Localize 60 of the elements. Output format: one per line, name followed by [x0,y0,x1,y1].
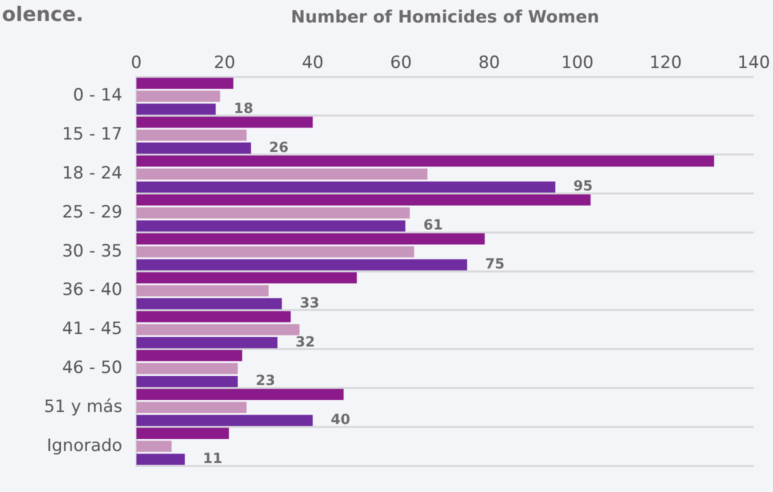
data-label: 18 [234,100,254,117]
bar [136,324,300,336]
data-label: 33 [300,295,320,312]
text: olence. [2,2,84,26]
bar [136,207,410,219]
bar [136,376,238,388]
bar [136,272,357,284]
bar [136,168,428,180]
bar [136,311,291,322]
data-label: 26 [269,140,288,156]
bar [136,388,344,400]
bar [136,285,269,296]
x-tick-label: 40 [302,53,324,74]
bar [136,298,282,310]
y-tick-label: 46 - 50 [62,358,122,378]
data-label: 23 [256,373,276,390]
bar [136,337,278,348]
bar [136,402,247,414]
y-tick-label: 25 - 29 [62,202,122,222]
bar [136,90,220,102]
bar [136,220,406,232]
data-label: 11 [202,450,222,467]
x-tick-label: 100 [561,53,594,74]
data-label: 32 [295,334,315,350]
x-tick-label: 0 [130,53,142,74]
data-label: 40 [330,412,350,428]
bar [136,181,556,193]
x-tick-label: 120 [649,53,682,74]
y-tick-label: 18 - 24 [62,163,122,184]
data-label: 75 [485,256,505,272]
x-axis-title: Number of Homicides of Women [290,8,600,28]
bar [136,78,234,89]
x-tick-label: 60 [390,53,412,74]
x-tick-label: 80 [478,53,500,74]
y-tick-label: 36 - 40 [62,280,122,300]
bar [136,104,216,115]
data-label: 61 [423,218,443,234]
bar [136,116,313,128]
y-tick-label: 15 - 17 [62,124,122,145]
data-label: 95 [573,178,593,195]
y-tick-label: 0 - 14 [72,86,122,106]
bar [136,156,714,167]
bar [136,130,247,141]
bar [136,142,251,154]
bar [136,454,185,465]
x-tick-label: 20 [214,53,236,74]
y-tick-label: 51 y más [44,396,122,417]
y-tick-label: 41 - 45 [62,319,122,340]
bar [136,428,229,439]
bar [136,350,242,362]
bar [136,362,238,374]
x-tick-label: 140 [738,53,770,74]
bar [136,440,172,452]
bar [136,194,591,206]
bar [136,259,468,270]
bar [136,414,313,426]
bar [136,246,414,258]
y-tick-label: Ignorado [46,436,122,456]
y-tick-label: 30 - 35 [62,241,122,262]
bar [136,233,485,244]
